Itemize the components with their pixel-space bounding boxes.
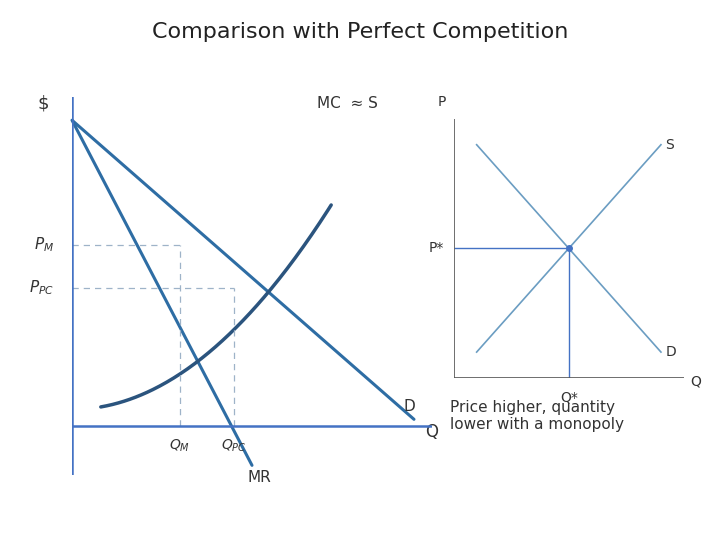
Text: $P_{PC}$: $P_{PC}$ <box>29 279 54 297</box>
Text: $P_M$: $P_M$ <box>34 236 54 254</box>
Text: Q*: Q* <box>560 391 577 405</box>
Text: MR: MR <box>248 470 271 485</box>
Text: $: $ <box>37 95 49 113</box>
Text: MC  ≈ S: MC ≈ S <box>317 96 378 111</box>
Text: $Q_M$: $Q_M$ <box>169 437 191 454</box>
Text: P: P <box>438 95 446 109</box>
Text: $Q_{PC}$: $Q_{PC}$ <box>221 437 247 454</box>
Text: S: S <box>665 138 675 152</box>
Text: Comparison with Perfect Competition: Comparison with Perfect Competition <box>152 22 568 42</box>
Text: D: D <box>665 345 676 359</box>
Text: D: D <box>403 400 415 414</box>
Text: P*: P* <box>429 241 444 255</box>
Text: Q: Q <box>690 375 701 389</box>
Text: Q: Q <box>425 423 438 442</box>
Text: Price higher, quantity
lower with a monopoly: Price higher, quantity lower with a mono… <box>450 400 624 432</box>
